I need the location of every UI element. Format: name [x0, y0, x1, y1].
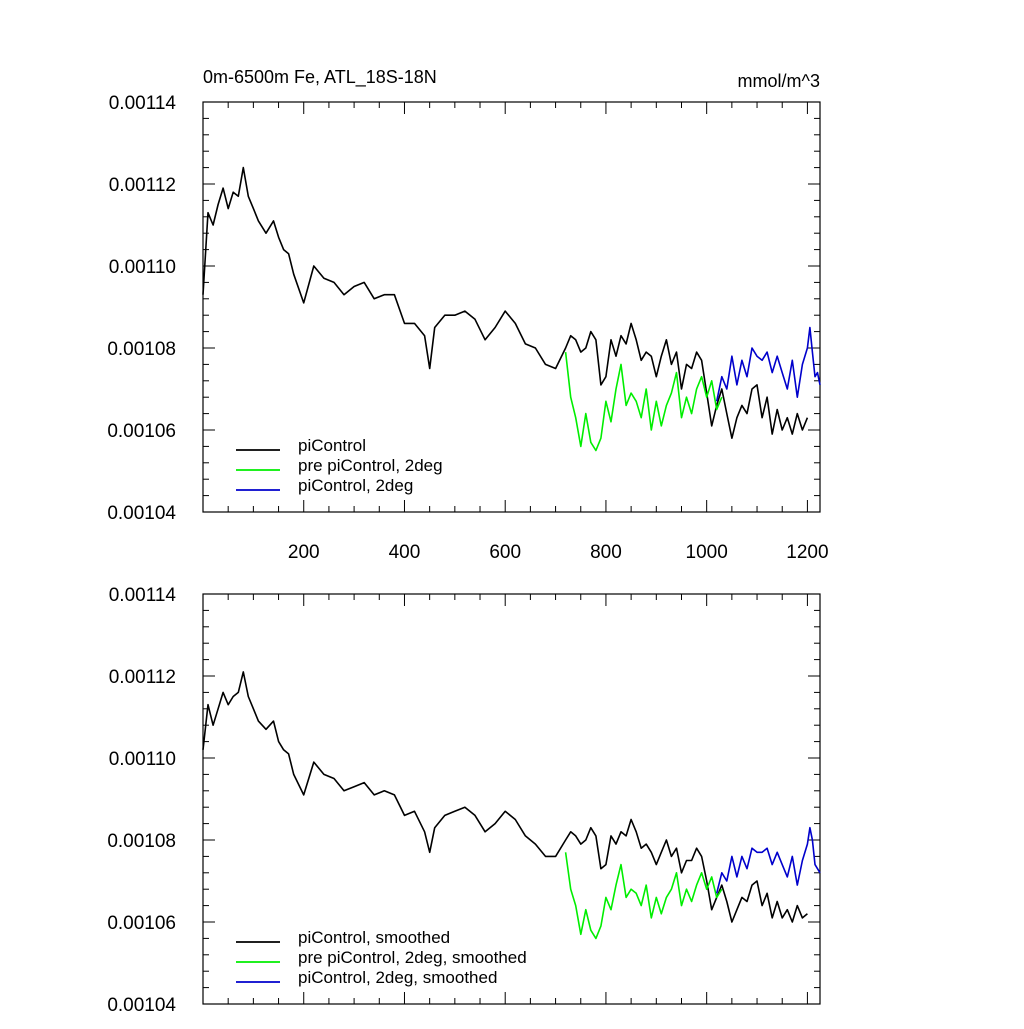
plot-frame — [202, 593, 821, 1005]
ticks — [203, 101, 820, 513]
panel-top: 0m-6500m Fe, ATL_18S-18N mmol/m^3 0.0010… — [107, 67, 828, 563]
y-tick-label: 0.00114 — [109, 585, 177, 606]
y-tick-label: 0.00104 — [107, 995, 176, 1016]
y-tick-label: 0.00110 — [109, 257, 176, 278]
y-tick-labels: 0.00104 0.00106 0.00108 0.00110 0.00112 0.001… — [107, 93, 176, 524]
x-tick-label: 800 — [590, 542, 622, 563]
y-tick-label: 0.00106 — [107, 913, 176, 934]
ticks — [203, 593, 820, 1005]
series-line — [564, 852, 723, 940]
y-tick-label: 0.00112 — [109, 667, 176, 688]
legend-label: pre piControl, 2deg — [298, 456, 443, 475]
y-tick-label: 0.00108 — [107, 831, 176, 852]
series-lines — [202, 166, 821, 452]
legend-label: piControl, smoothed — [298, 928, 450, 947]
y-tick-label: 0.00104 — [107, 503, 176, 524]
x-tick-labels: 200 400 600 800 1000 1200 — [288, 542, 829, 563]
series-line — [202, 671, 808, 923]
y-tick-labels: 0.00104 0.00106 0.00108 0.00110 0.00112 0.001… — [107, 585, 176, 1016]
y-tick-label: 0.00110 — [109, 749, 176, 770]
series-line — [715, 826, 821, 894]
plot-frame — [202, 101, 821, 513]
y-tick-label: 0.00106 — [107, 421, 176, 442]
series-line — [564, 352, 723, 452]
y-tick-label: 0.00108 — [107, 339, 176, 360]
panel-bottom: 0.00104 0.00106 0.00108 0.00110 0.00112 0.001… — [107, 585, 821, 1016]
x-tick-label: 1000 — [686, 542, 728, 563]
series-lines — [202, 671, 821, 940]
x-tick-label: 400 — [389, 542, 421, 563]
series-line — [715, 326, 821, 402]
legend-label: pre piControl, 2deg, smoothed — [298, 948, 527, 967]
x-tick-label: 1200 — [786, 542, 828, 563]
panel-units-label: mmol/m^3 — [738, 71, 820, 91]
y-tick-label: 0.00112 — [109, 175, 176, 196]
y-tick-label: 0.00114 — [109, 93, 177, 114]
legend-label: piControl, 2deg, smoothed — [298, 968, 497, 987]
x-tick-label: 200 — [288, 542, 320, 563]
panel-title-left: 0m-6500m Fe, ATL_18S-18N — [203, 67, 437, 88]
legend-label: piControl, 2deg — [298, 476, 413, 495]
x-tick-label: 600 — [489, 542, 521, 563]
legend-label: piControl — [298, 436, 366, 455]
series-line — [202, 166, 809, 439]
